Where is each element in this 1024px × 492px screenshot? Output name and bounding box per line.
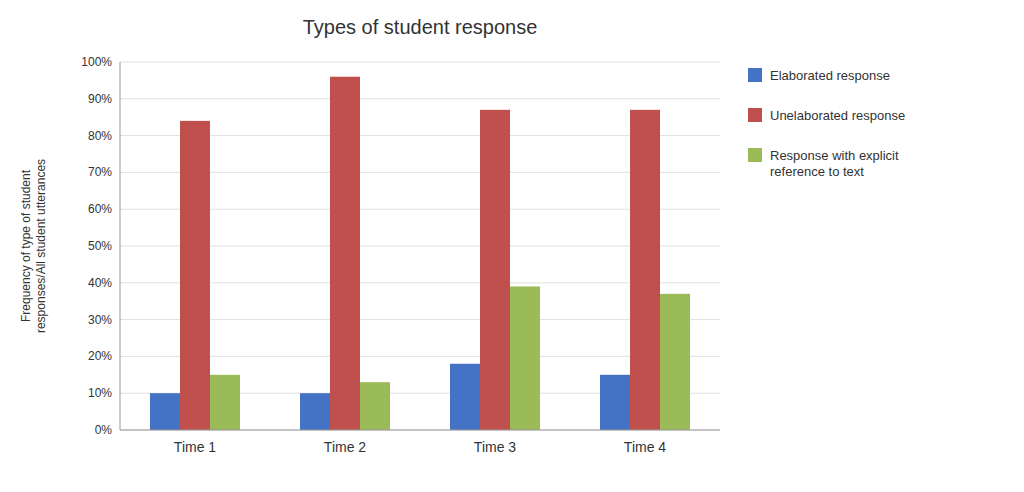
bar xyxy=(150,393,180,430)
y-tick-label: 10% xyxy=(88,386,112,400)
grid-line xyxy=(120,430,720,431)
x-axis-line xyxy=(120,430,720,431)
bar xyxy=(210,375,240,430)
grid-line xyxy=(120,62,720,63)
chart-svg: Types of student response Frequency of ty… xyxy=(0,0,1024,492)
y-tick-label: 0% xyxy=(95,423,113,437)
bar xyxy=(660,294,690,430)
legend-swatch xyxy=(748,148,762,162)
x-tick-label: Time 4 xyxy=(624,439,666,455)
bar xyxy=(330,77,360,430)
chart-title: Types of student response xyxy=(303,16,538,38)
grid-line xyxy=(120,98,720,99)
x-ticks: Time 1 Time 2 Time 3 Time 4 xyxy=(174,439,666,455)
chart-container: Types of student response Frequency of ty… xyxy=(0,0,1024,492)
legend: Elaborated response Unelaborated response… xyxy=(748,68,905,179)
y-ticks: 0% 10% 20% 30% 40% 50% 60% 70% 80% 90% 100% xyxy=(81,55,112,437)
bar xyxy=(180,121,210,430)
text-line: Response with explicit xyxy=(770,148,899,163)
text-line: responses/All student utterances xyxy=(34,159,48,333)
y-tick-label: 20% xyxy=(88,349,112,363)
text-line: Unelaborated response xyxy=(770,108,905,123)
bar xyxy=(360,382,390,430)
legend-label: Unelaborated response xyxy=(770,108,905,123)
y-axis-line xyxy=(120,62,121,430)
bar xyxy=(450,364,480,430)
y-axis-label: Frequency of type of studentresponses/Al… xyxy=(19,159,48,333)
y-tick-label: 60% xyxy=(88,202,112,216)
legend-label: Elaborated response xyxy=(770,68,890,83)
legend-label: Response with explicitreference to text xyxy=(770,148,899,179)
y-tick-label: 30% xyxy=(88,313,112,327)
y-tick-label: 100% xyxy=(81,55,112,69)
text-line: reference to text xyxy=(770,164,864,179)
x-tick-label: Time 1 xyxy=(174,439,216,455)
y-tick-label: 90% xyxy=(88,92,112,106)
y-tick-label: 70% xyxy=(88,165,112,179)
grid xyxy=(120,62,720,430)
y-tick-label: 80% xyxy=(88,129,112,143)
y-tick-label: 50% xyxy=(88,239,112,253)
x-tick-label: Time 2 xyxy=(324,439,366,455)
bar xyxy=(300,393,330,430)
bar xyxy=(600,375,630,430)
bar xyxy=(480,110,510,430)
text-line: Frequency of type of student xyxy=(19,169,33,322)
x-tick-label: Time 3 xyxy=(474,439,516,455)
legend-swatch xyxy=(748,108,762,122)
bar xyxy=(510,286,540,430)
legend-swatch xyxy=(748,68,762,82)
y-tick-label: 40% xyxy=(88,276,112,290)
text-line: Elaborated response xyxy=(770,68,890,83)
bar xyxy=(630,110,660,430)
bars xyxy=(150,77,690,430)
